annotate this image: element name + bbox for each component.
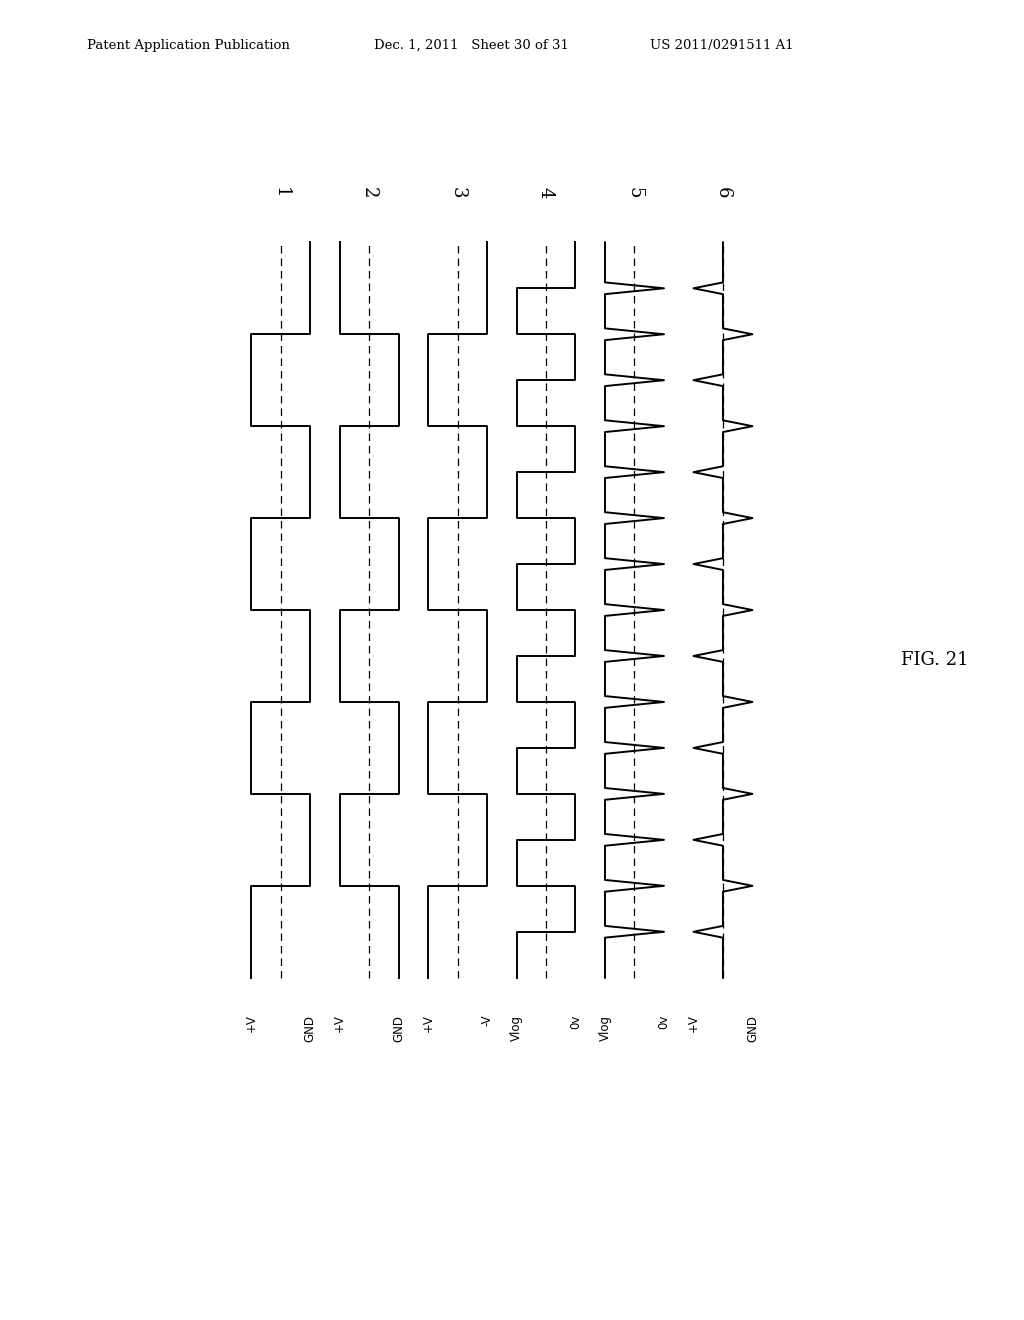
Text: +V: +V bbox=[245, 1015, 258, 1032]
Text: GND: GND bbox=[303, 1015, 316, 1041]
Text: 6: 6 bbox=[714, 186, 732, 198]
Text: Vlog: Vlog bbox=[510, 1015, 523, 1040]
Text: +V: +V bbox=[333, 1015, 346, 1032]
Text: 5: 5 bbox=[626, 187, 643, 198]
Text: Dec. 1, 2011   Sheet 30 of 31: Dec. 1, 2011 Sheet 30 of 31 bbox=[374, 38, 568, 51]
Text: GND: GND bbox=[745, 1015, 759, 1041]
Text: +V: +V bbox=[422, 1015, 434, 1032]
Text: 1: 1 bbox=[271, 186, 290, 198]
Text: +V: +V bbox=[687, 1015, 700, 1032]
Text: 0v: 0v bbox=[657, 1015, 671, 1028]
Text: Patent Application Publication: Patent Application Publication bbox=[87, 38, 290, 51]
Text: US 2011/0291511 A1: US 2011/0291511 A1 bbox=[650, 38, 794, 51]
Text: 4: 4 bbox=[537, 187, 555, 198]
Text: Vlog: Vlog bbox=[598, 1015, 611, 1040]
Text: 3: 3 bbox=[449, 186, 467, 198]
Text: -V: -V bbox=[480, 1015, 494, 1026]
Text: 0v: 0v bbox=[569, 1015, 582, 1028]
Text: FIG. 21: FIG. 21 bbox=[901, 651, 969, 669]
Text: GND: GND bbox=[392, 1015, 406, 1041]
Text: 2: 2 bbox=[360, 187, 378, 198]
